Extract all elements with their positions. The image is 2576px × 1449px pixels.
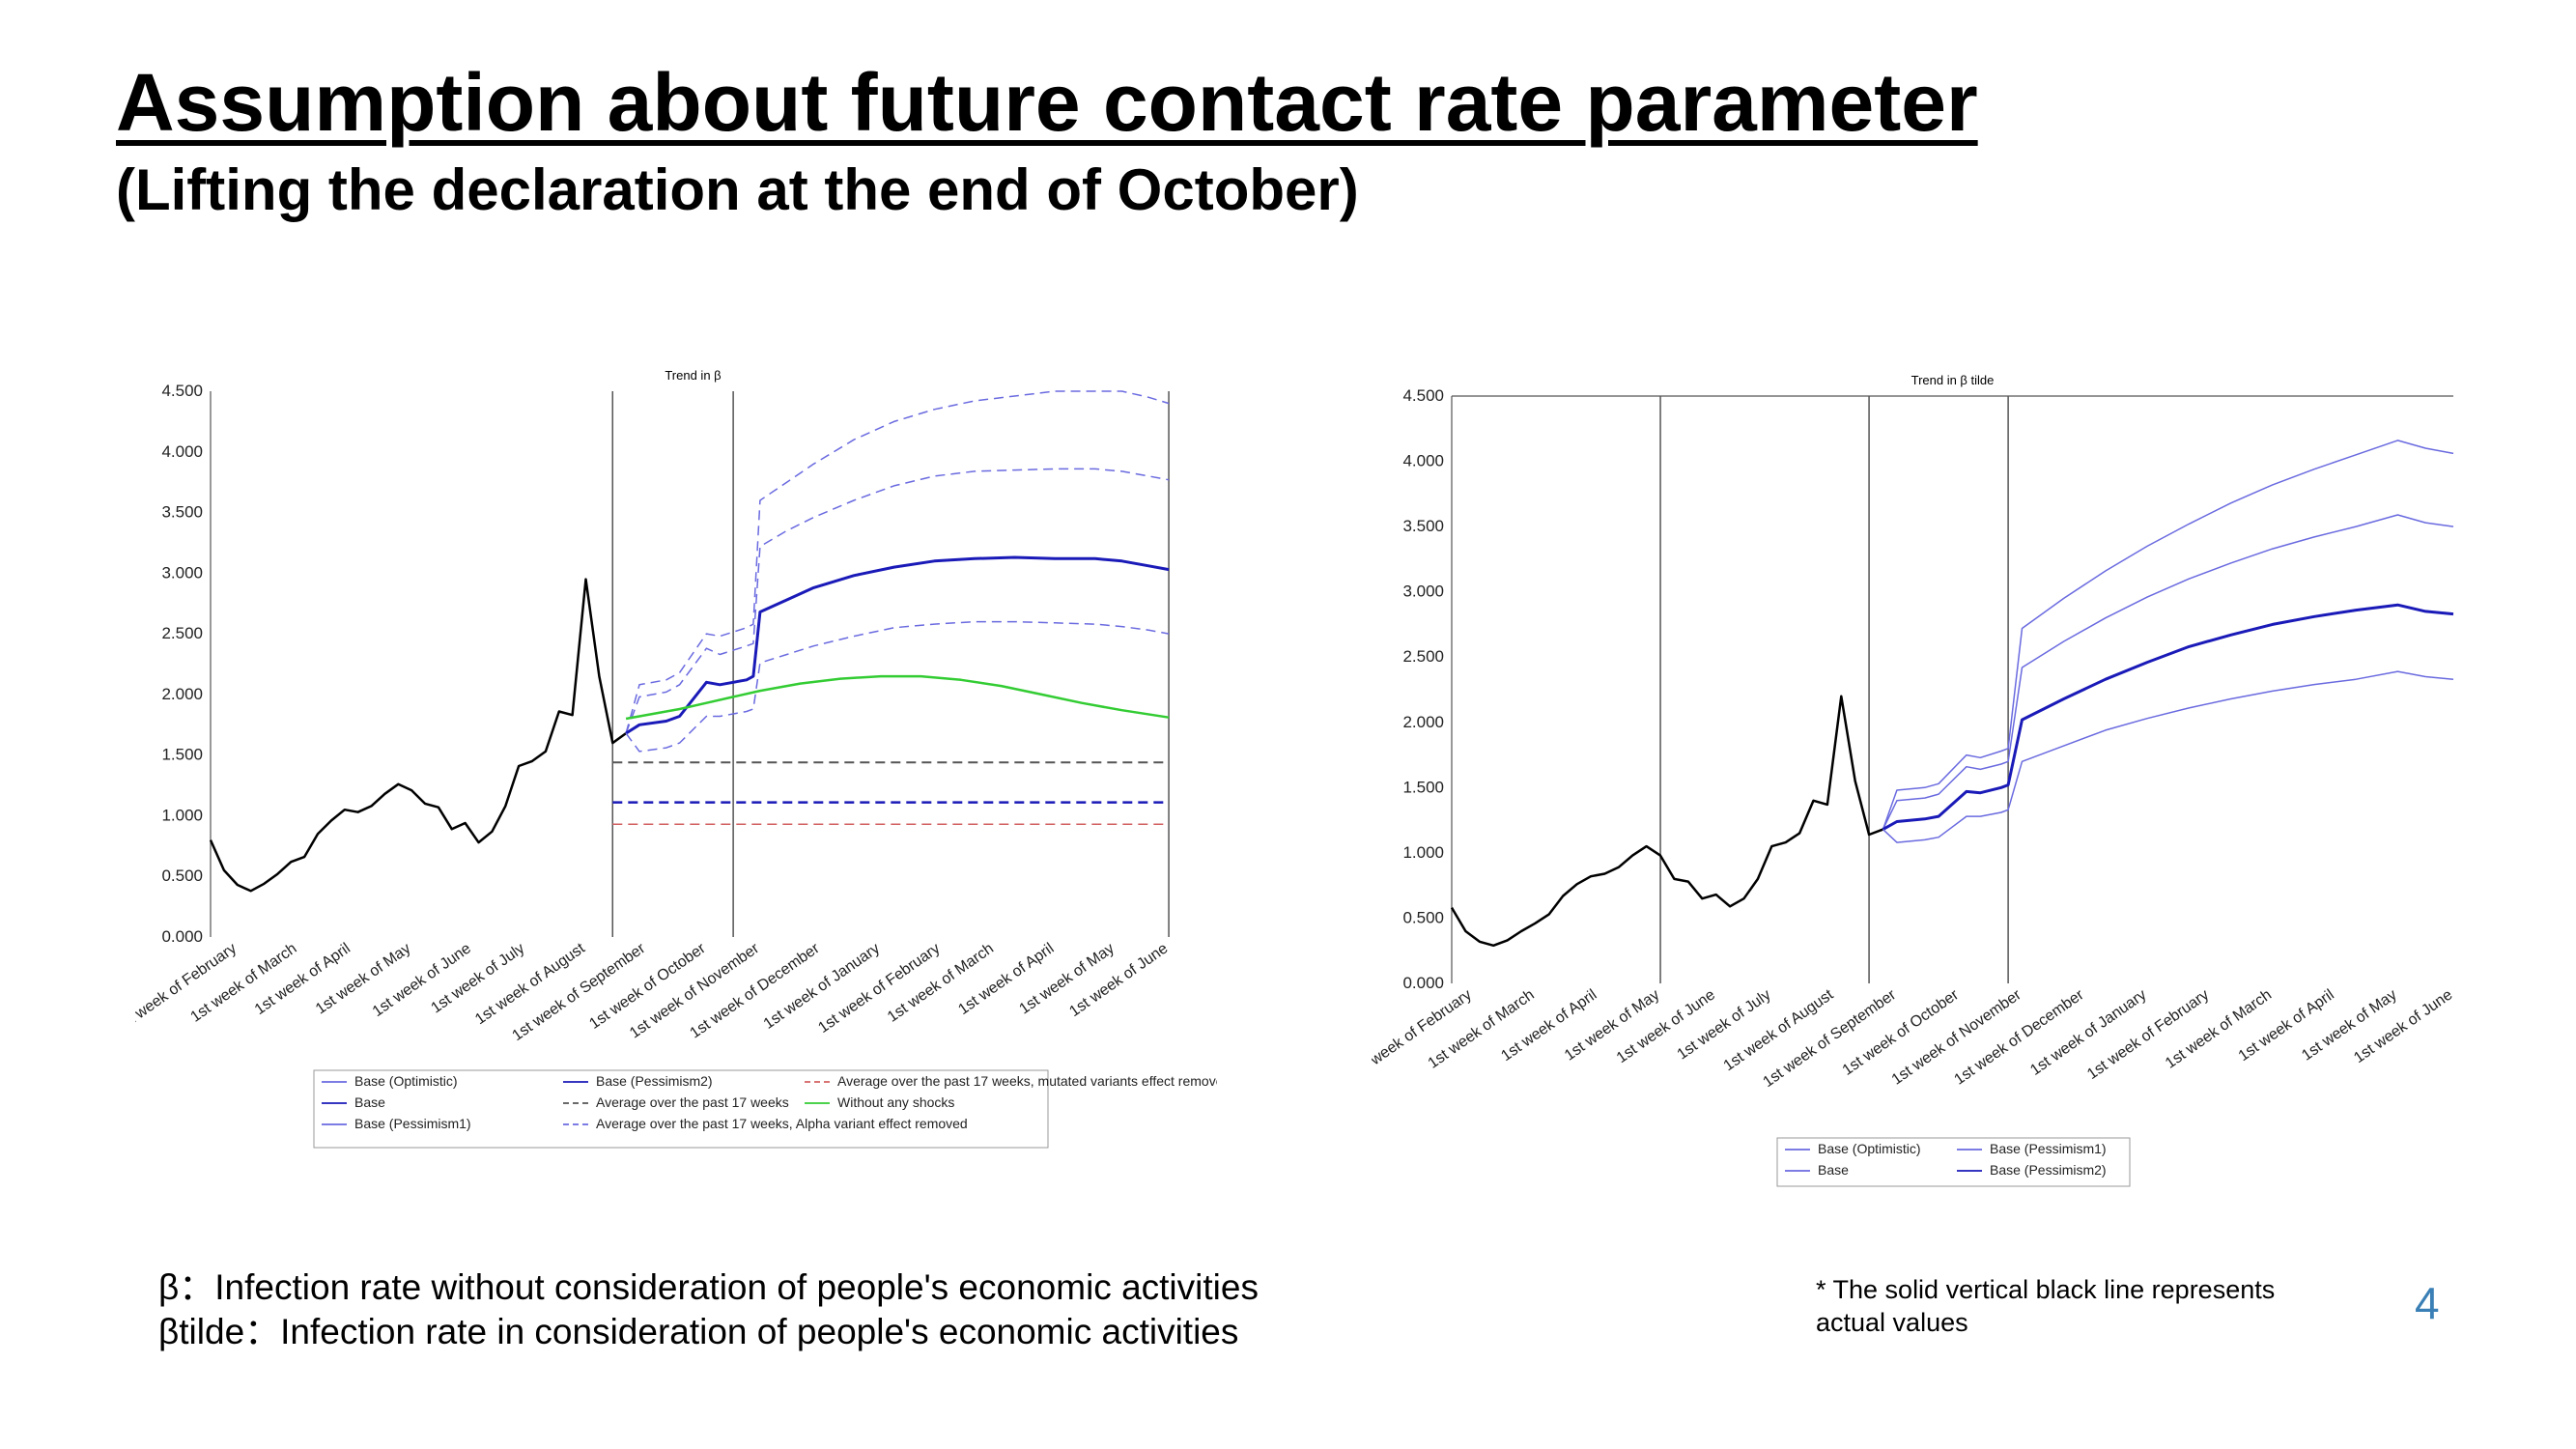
x-tick-label: 1st week of March <box>2163 986 2275 1071</box>
x-tick-label: 1st week of March <box>1426 986 1538 1071</box>
y-tick-label: 1.000 <box>161 806 203 824</box>
series-line-s5 <box>625 674 1170 721</box>
x-tick-label: 1st week of January <box>2027 986 2149 1079</box>
beta-tilde-trend-chart: Trend in β tilde 0.000 0.500 1.000 1.500 2.00… <box>1372 373 2455 1187</box>
x-tick-label: 1st week of June <box>370 940 474 1020</box>
footnote: * The solid vertical black line represen… <box>1816 1275 2276 1337</box>
legend-label: Without any shocks <box>837 1094 954 1110</box>
series-line-s2 <box>1882 514 2454 830</box>
legend-label: Base (Pessimism1) <box>1990 1141 2107 1156</box>
y-tick-label: 1.000 <box>1402 843 1444 862</box>
y-tick-label: 2.000 <box>1402 713 1444 731</box>
y-tick-label: 3.000 <box>1402 582 1444 601</box>
y-tick-label: 4.000 <box>161 442 203 461</box>
y-tick-label: 3.500 <box>161 503 203 522</box>
y-tick-label: 1.500 <box>161 746 203 764</box>
y-tick-label: 0.500 <box>161 867 203 885</box>
legend-box <box>1776 1137 2131 1187</box>
series-line-s2 <box>625 468 1170 734</box>
series-line-actual <box>1450 695 1883 948</box>
legend-label: Base (Optimistic) <box>1818 1141 1921 1156</box>
y-tick-label: 4.500 <box>1402 386 1444 405</box>
y-tick-label: 0.000 <box>161 927 203 946</box>
beta-trend-chart: Trend in β 0.000 0.500 1.000 1.500 2.000 2.500… <box>135 368 1217 1149</box>
y-tick-label: 4.500 <box>161 382 203 400</box>
y-tick-label: 2.000 <box>161 685 203 703</box>
legend-label: Base <box>354 1094 385 1110</box>
x-tick-label: 1st week of June <box>2351 986 2455 1066</box>
definitions: β：Infection rate without consideration o… <box>158 1265 1259 1354</box>
y-tick-label: 2.500 <box>1402 647 1444 666</box>
x-tick-label: 1st week of February <box>2084 986 2212 1083</box>
x-tick-label: 1st week of August <box>472 940 588 1028</box>
y-tick-label: 3.500 <box>1402 517 1444 535</box>
y-tick-label: 4.000 <box>1402 452 1444 470</box>
legend-label: Base (Optimistic) <box>354 1073 458 1089</box>
slide-subtitle: (Lifting the declaration at the end of O… <box>116 157 1359 222</box>
chart-title: Trend in β <box>665 368 721 383</box>
x-tick-label: 1st week of August <box>1721 986 1837 1074</box>
legend-box <box>313 1069 1049 1149</box>
series-line-s1 <box>625 390 1170 734</box>
y-tick-label: 1.500 <box>1402 778 1444 796</box>
legend-label: Average over the past 17 weeks, Alpha va… <box>596 1116 968 1131</box>
chart-title: Trend in β tilde <box>1911 373 1995 387</box>
y-tick-label: 3.000 <box>161 563 203 582</box>
y-tick-label: 0.000 <box>1402 974 1444 992</box>
page-number: 4 <box>2415 1278 2440 1328</box>
slide-title: Assumption about future contact rate par… <box>116 57 1978 148</box>
legend-label: Base (Pessimism2) <box>1990 1162 2107 1178</box>
series-line-s1 <box>1882 440 2454 830</box>
legend-label: Average over the past 17 weeks, mutated … <box>837 1073 1217 1089</box>
legend-label: Base (Pessimism1) <box>354 1116 471 1131</box>
legend-label: Average over the past 17 weeks <box>596 1094 789 1110</box>
series-line-actual <box>209 578 627 893</box>
x-tick-label: 1st week of June <box>1614 986 1718 1066</box>
y-tick-label: 0.500 <box>1402 908 1444 926</box>
series-line-s3 <box>1882 603 2454 831</box>
definition-beta: β：Infection rate without consideration o… <box>158 1267 1259 1307</box>
definition-beta-tilde: βtilde：Infection rate in consideration o… <box>158 1312 1239 1351</box>
legend-label: Base <box>1818 1162 1849 1178</box>
series-line-s4 <box>1882 670 2454 843</box>
series-line-s4 <box>625 620 1170 753</box>
legend-label: Base (Pessimism2) <box>596 1073 713 1089</box>
x-tick-label: 1st week of June <box>1066 940 1171 1020</box>
y-tick-label: 2.500 <box>161 624 203 642</box>
series-line-s3 <box>625 555 1170 735</box>
x-tick-label: 1st week of October <box>1840 986 1963 1079</box>
